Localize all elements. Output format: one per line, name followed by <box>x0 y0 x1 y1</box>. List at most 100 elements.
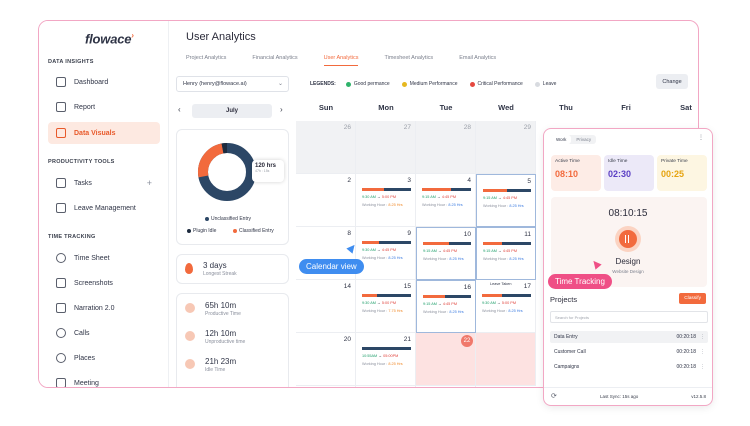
row-menu-icon[interactable]: ⋮ <box>700 364 705 370</box>
working-hours: Working Hour : 8.25 Hrs <box>362 203 403 207</box>
calendar-day[interactable]: 28 <box>416 121 476 174</box>
calendar-week: 26 27 28 29 <box>296 121 698 174</box>
sidebar-item-data-visuals[interactable]: Data Visuals <box>48 122 160 144</box>
tab-financial-analytics[interactable]: Financial Analytics <box>252 55 298 61</box>
legend-classified: Classified Entry <box>233 228 274 234</box>
tab-privacy[interactable]: Privacy <box>576 137 592 142</box>
row-menu-icon[interactable]: ⋮ <box>700 349 705 355</box>
calendar-day[interactable] <box>476 333 536 386</box>
classify-button[interactable]: Classify <box>679 293 706 304</box>
working-hours: Working Hour : 8.25 Hrs <box>422 203 463 207</box>
user-select[interactable]: Henry (henry@flowace.ai) ⌄ <box>176 76 289 92</box>
weekday-fri: Fri <box>621 103 631 112</box>
legend-plugin-idle: Plugin Idle <box>187 228 216 234</box>
calendar-day[interactable]: 26 <box>296 386 356 387</box>
weekday-mon: Mon <box>378 103 394 112</box>
donut-chart <box>198 143 256 201</box>
projects-title: Projects <box>550 295 578 304</box>
sidebar-item-tasks[interactable]: Tasks + <box>48 172 160 194</box>
refresh-icon[interactable]: ⟳ <box>551 393 557 400</box>
calendar-day[interactable]: 20 <box>296 333 356 386</box>
project-row[interactable]: Campaigns 00:20:18 ⋮ <box>554 364 705 370</box>
project-search-input[interactable]: Search for Projects <box>550 311 708 323</box>
calendar-day[interactable]: 16 9:15 AM → 4:45 PM Working Hour : 8.25… <box>416 280 476 333</box>
idle-time-stat: Idle Time 02:30 <box>604 155 654 191</box>
legend-good-dot <box>345 81 351 87</box>
sidebar-item-time-sheet[interactable]: Time Sheet <box>48 247 160 269</box>
chevron-right-icon[interactable]: › <box>280 105 283 114</box>
dashboard-icon <box>56 77 66 87</box>
leave-taken-tag: Leave Taken <box>490 282 512 286</box>
calendar-day[interactable]: 10 9:15 AM → 4:45 PM Working Hour : 8.25… <box>416 227 476 280</box>
calendar-week: 14 15 9:30 AM → 5:00 PM Working Hour : 7… <box>296 280 698 333</box>
day-times: 9:15 AM → 4:45 PM <box>483 249 517 253</box>
clock-icon <box>56 253 66 263</box>
calendar-week: 2 3 9:30 AM → 5:00 PM Working Hour : 8.2… <box>296 174 698 227</box>
pie-chart-icon <box>56 128 66 138</box>
sidebar-item-places[interactable]: Places <box>48 347 160 369</box>
tab-timesheet-analytics[interactable]: Timesheet Analytics <box>384 55 434 61</box>
donut-plugin-arc <box>198 143 256 201</box>
calendar-day[interactable]: 28 <box>416 386 476 387</box>
sidebar-item-screenshots[interactable]: Screenshots <box>48 272 160 294</box>
sidebar-item-narration[interactable]: Narration 2.0 <box>48 297 160 319</box>
sidebar-item-meeting[interactable]: Meeting <box>48 372 160 387</box>
narration-icon <box>56 303 66 313</box>
current-project-sub: Website Design <box>612 269 644 274</box>
flowace-logo[interactable]: flowace› <box>85 31 134 47</box>
day-activity-bar <box>423 295 471 298</box>
calendar-day[interactable]: 27 <box>356 121 416 174</box>
unproductive-stat: 12h 10m Unproductive time <box>185 329 245 345</box>
calendar-day[interactable]: 2 <box>296 174 356 227</box>
calendar-day-today[interactable]: 22 <box>416 333 476 386</box>
calendar-day[interactable]: 9 9:30 AM → 4:45 PM Working Hour : 8.25 … <box>356 227 416 280</box>
working-hours: Working Hour : 8.25 Hrs <box>483 204 524 208</box>
working-hours: Working Hour : 8.25 Hrs <box>362 362 403 366</box>
calendar-day[interactable]: 15 9:30 AM → 5:00 PM Working Hour : 7.75… <box>356 280 416 333</box>
tab-email-analytics[interactable]: Email Analytics <box>459 55 497 61</box>
more-options-icon[interactable]: ⋮ <box>698 135 704 141</box>
sidebar-item-dashboard[interactable]: Dashboard <box>48 71 160 93</box>
day-activity-bar <box>423 242 471 245</box>
calendar-day[interactable]: 27 <box>356 386 416 387</box>
tab-project-analytics[interactable]: Project Analytics <box>186 55 227 61</box>
widget-footer: ⟳ Last Sync: 15s ago v12.5.8 <box>544 387 712 405</box>
add-task-icon[interactable]: + <box>146 178 152 188</box>
change-button[interactable]: Change <box>656 74 688 89</box>
calendar-day[interactable]: 3 9:30 AM → 5:00 PM Working Hour : 8.25 … <box>356 174 416 227</box>
pause-button[interactable] <box>619 230 637 248</box>
calendar-day[interactable]: 14 <box>296 280 356 333</box>
calendar-day[interactable]: 11 9:15 AM → 4:45 PM Working Hour : 8.25… <box>476 227 536 280</box>
tab-work[interactable]: Work <box>551 135 572 144</box>
sidebar-item-calls[interactable]: Calls <box>48 322 160 344</box>
leave-icon <box>56 203 66 213</box>
legend-critical-dot <box>469 81 475 87</box>
calendar-day[interactable]: 4 9:15 AM → 4:45 PM Working Hour : 8.25 … <box>416 174 476 227</box>
chevron-left-icon[interactable]: ‹ <box>178 105 181 114</box>
project-row[interactable]: Customer Call 00:20:18 ⋮ <box>554 349 705 355</box>
calendar-weekdays: Sun Mon Tue Wed Thu Fri Sat <box>296 103 698 121</box>
hours-callout: 120 hrs 47h : 15s <box>252 160 284 182</box>
sidebar-item-report[interactable]: Report <box>48 96 160 118</box>
today-marker: 22 <box>461 335 473 347</box>
legend-medium: Medium Performance <box>401 81 458 87</box>
calendar-day[interactable]: 21 10:55AM → 05:00PM Working Hour : 8.25… <box>356 333 416 386</box>
sidebar-item-leave-management[interactable]: Leave Management <box>48 197 160 219</box>
day-times: 9:15 AM → 4:45 PM <box>423 249 457 253</box>
sidebar: flowace› DATA INSIGHTS Dashboard Report … <box>39 21 169 387</box>
working-hours: Working Hour : 8.25 Hrs <box>423 257 464 261</box>
calendar-week: 8 9 9:30 AM → 4:45 PM Working Hour : 8.2… <box>296 227 698 280</box>
calendar-day[interactable]: 17 Leave Taken 9:30 AM → 5:00 PM Working… <box>476 280 536 333</box>
section-time-tracking: TIME TRACKING <box>48 234 96 240</box>
calendar-day[interactable]: 29 <box>476 121 536 174</box>
day-activity-bar <box>482 294 531 297</box>
chevron-down-icon: ⌄ <box>277 81 283 87</box>
calendar-day[interactable]: 5 9:15 AM → 4:45 PM Working Hour : 8.25 … <box>476 174 536 227</box>
project-row[interactable]: Data Entry 00:20:18 ⋮ <box>550 331 708 343</box>
screenshot-icon <box>56 278 66 288</box>
row-menu-icon[interactable]: ⋮ <box>700 334 705 340</box>
time-tracking-widget: Work Privacy ⋮ Active Time 08:10 Idle Ti… <box>543 128 713 406</box>
calendar-day[interactable]: 26 <box>296 121 356 174</box>
tab-user-analytics[interactable]: User Analytics <box>323 55 359 66</box>
day-times: 9:30 AM → 5:00 PM <box>362 195 396 199</box>
